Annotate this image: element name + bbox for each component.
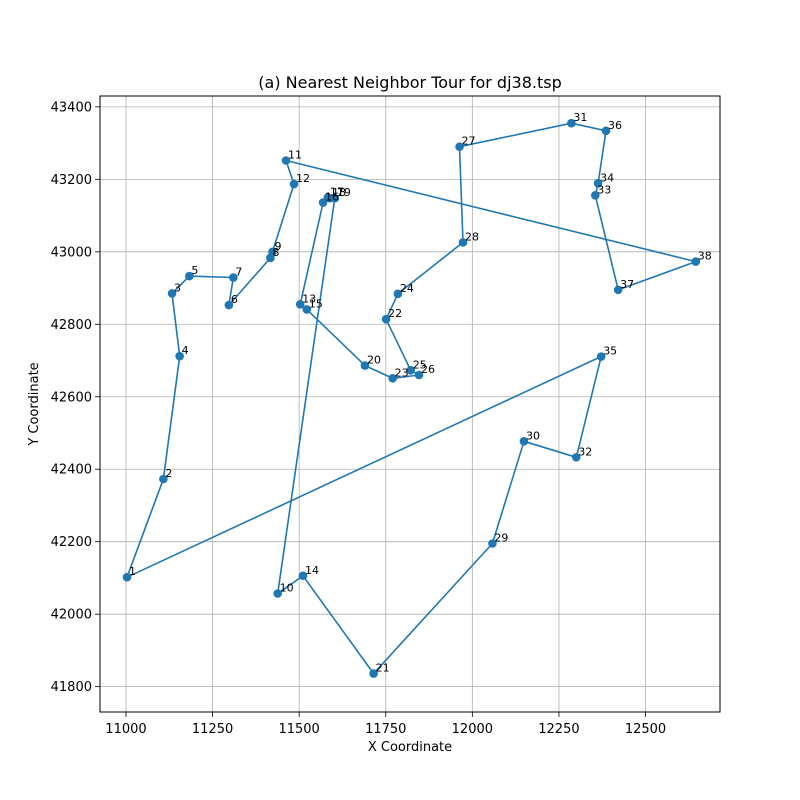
y-tick-label: 41800	[51, 680, 92, 695]
city-label: 34	[600, 171, 614, 184]
city-point	[388, 373, 397, 383]
city-point	[289, 179, 299, 189]
city-point	[571, 452, 581, 462]
city-point	[175, 351, 184, 361]
x-tick-label: 12500	[625, 722, 666, 737]
city-point	[229, 273, 238, 282]
city-point	[381, 314, 391, 324]
y-tick-label: 43400	[51, 100, 92, 115]
city-point	[122, 572, 132, 582]
city-point	[567, 118, 576, 128]
city-label: 8	[272, 246, 279, 259]
city-point	[268, 247, 277, 257]
city-point	[455, 142, 464, 152]
city-label: 28	[465, 230, 479, 243]
city-label: 18	[332, 186, 346, 199]
city-point	[281, 156, 291, 165]
city-label: 9	[274, 240, 281, 253]
city-point	[302, 305, 312, 314]
city-point	[295, 300, 305, 309]
city-label: 22	[388, 307, 402, 320]
city-label: 29	[494, 532, 508, 545]
city-point	[613, 285, 623, 295]
city-label: 7	[235, 266, 242, 279]
city-label: 10	[280, 582, 294, 595]
city-label: 12	[296, 172, 310, 185]
x-tick-label: 11750	[365, 722, 406, 737]
city-label: 31	[573, 111, 587, 124]
city-point	[330, 193, 340, 203]
city-point	[360, 361, 370, 370]
city-label: 13	[302, 292, 316, 305]
city-label: 38	[698, 250, 712, 263]
city-point	[406, 366, 415, 375]
city-point	[593, 179, 603, 188]
y-tick-label: 42000	[51, 608, 92, 623]
x-axis-label: X Coordinate	[368, 740, 452, 755]
city-point	[393, 289, 403, 299]
city-label: 19	[337, 186, 351, 199]
chart-title: (a) Nearest Neighbor Tour for dj38.tsp	[258, 73, 561, 92]
city-label: 33	[597, 183, 611, 196]
y-axis-label: Y Coordinate	[27, 362, 42, 446]
city-label: 1	[129, 565, 136, 578]
y-ticks: 41800 42000 42200 42400 42600 42800 43000 43200…	[51, 100, 100, 695]
city-label: 6	[231, 293, 238, 306]
city-point	[167, 289, 177, 298]
city-label: 14	[305, 564, 319, 577]
city-label: 17	[330, 185, 344, 198]
city-label: 3	[174, 281, 181, 294]
city-point	[519, 437, 529, 446]
city-point	[458, 238, 468, 247]
city-point	[185, 271, 194, 281]
city-point	[591, 190, 600, 200]
x-tick-label: 11250	[192, 722, 233, 737]
city-point	[488, 539, 497, 548]
y-tick-label: 42600	[51, 390, 92, 405]
y-tick-label: 42200	[51, 535, 92, 550]
x-ticks: 11000 11250 11500 11750 12000 12250 12500	[105, 712, 666, 737]
city-label: 15	[309, 297, 323, 310]
city-label: 11	[288, 148, 302, 161]
x-tick-label: 12250	[538, 722, 579, 737]
city-label: 23	[395, 366, 409, 379]
plot-frame	[99, 95, 721, 713]
city-point	[298, 571, 308, 581]
city-label: 27	[462, 135, 476, 148]
city-label: 36	[608, 119, 622, 132]
city-point	[414, 370, 424, 380]
city-label: 20	[367, 354, 381, 367]
points	[122, 118, 701, 678]
city-label: 4	[182, 344, 189, 357]
city-label: 26	[421, 363, 435, 376]
city-label: 16	[325, 191, 339, 204]
city-label: 32	[578, 445, 592, 458]
y-tick-label: 43200	[51, 173, 92, 188]
y-tick-label: 42800	[51, 318, 92, 333]
city-label: 35	[603, 345, 617, 358]
city-label: 5	[191, 264, 198, 277]
city-label: 30	[526, 429, 540, 442]
city-label: 2	[165, 467, 172, 480]
x-tick-label: 11500	[278, 722, 319, 737]
city-point	[601, 126, 611, 136]
city-point	[369, 669, 378, 678]
city-label: 21	[376, 662, 390, 675]
city-point	[224, 300, 234, 310]
x-tick-label: 11000	[105, 722, 146, 737]
point-labels: 1234567891011121314151617181920212223242…	[129, 111, 712, 674]
city-label: 24	[400, 282, 414, 295]
city-label: 25	[413, 358, 427, 371]
y-tick-label: 42400	[51, 463, 92, 478]
city-point	[159, 474, 168, 484]
y-tick-label: 43000	[51, 245, 92, 260]
grid	[100, 96, 720, 712]
city-point	[691, 257, 701, 266]
x-tick-label: 12000	[452, 722, 493, 737]
city-label: 37	[620, 278, 634, 291]
city-point	[273, 589, 282, 598]
city-point	[596, 352, 606, 361]
